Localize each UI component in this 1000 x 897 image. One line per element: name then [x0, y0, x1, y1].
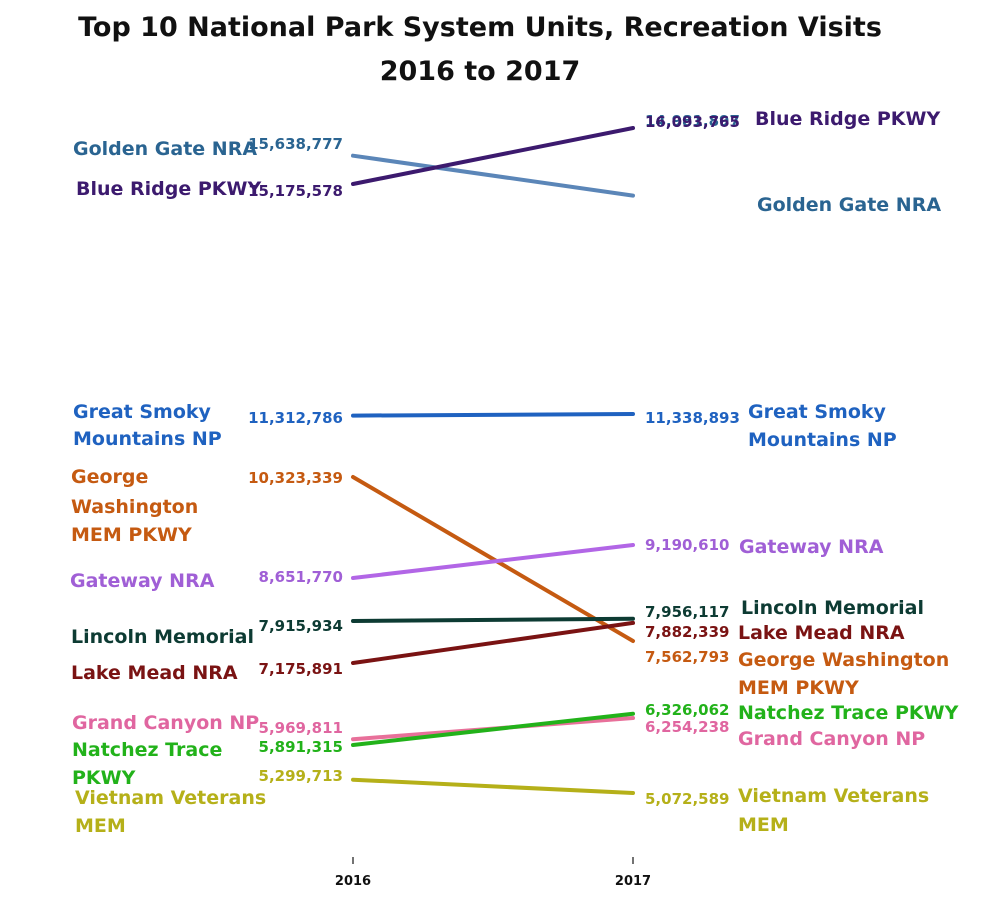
series-line-natchez-trace-pkwy: [351, 711, 635, 747]
value-label-2016-grand-canyon-np: 5,969,811: [259, 719, 343, 737]
name-label-2017-great-smoky-mountains-np-1: Mountains NP: [748, 429, 897, 451]
name-label-2017-vietnam-veterans-mem-1: MEM: [738, 814, 789, 836]
value-label-2017-blue-ridge-pkwy: 16,093,765: [645, 113, 740, 131]
name-label-2016-natchez-trace-pkwy-1: PKWY: [72, 767, 136, 789]
series-line-golden-gate-nra: [351, 153, 635, 198]
name-labels: Golden Gate NRA Golden Gate NRA Blue Ridge…: [70, 108, 959, 837]
series-line-gateway-nra: [351, 543, 635, 580]
name-label-2016-natchez-trace-pkwy-0: Natchez Trace: [72, 739, 222, 761]
chart-subtitle: 2016 to 2017: [380, 56, 581, 87]
value-label-2016-lake-mead-nra: 7,175,891: [259, 660, 343, 678]
name-label-2016-george-washington-mem-pkwy-2: MEM PKWY: [71, 524, 192, 546]
value-label-2017-great-smoky-mountains-np: 11,338,893: [645, 409, 740, 427]
value-label-2017-lincoln-memorial: 7,956,117: [645, 603, 729, 621]
name-label-2017-great-smoky-mountains-np-0: Great Smoky: [748, 401, 887, 423]
series-lines: [351, 126, 635, 795]
name-label-2016-george-washington-mem-pkwy-1: Washington: [71, 496, 198, 518]
value-label-2016-george-washington-mem-pkwy: 10,323,339: [248, 469, 343, 487]
name-label-2017-grand-canyon-np-0: Grand Canyon NP: [738, 728, 925, 750]
name-label-2017-lake-mead-nra-0: Lake Mead NRA: [738, 622, 905, 644]
name-label-2017-george-washington-mem-pkwy-0: George Washington: [738, 649, 949, 671]
series-line-lincoln-memorial: [351, 616, 635, 623]
series-line-vietnam-veterans-mem: [351, 777, 635, 795]
name-label-2016-blue-ridge-pkwy-0: Blue Ridge PKWY: [76, 178, 261, 200]
name-label-2017-gateway-nra-0: Gateway NRA: [739, 536, 884, 558]
name-label-2016-gateway-nra-0: Gateway NRA: [70, 570, 215, 592]
name-label-2016-lake-mead-nra-0: Lake Mead NRA: [71, 662, 238, 684]
name-label-2016-lincoln-memorial-0: Lincoln Memorial: [71, 626, 254, 648]
name-label-2016-great-smoky-mountains-np-0: Great Smoky: [73, 401, 212, 423]
value-label-2017-gateway-nra: 9,190,610: [645, 536, 729, 554]
value-label-2017-grand-canyon-np: 6,254,238: [645, 718, 729, 736]
series-line-lake-mead-nra: [351, 620, 635, 665]
value-label-2017-george-washington-mem-pkwy: 7,562,793: [645, 648, 729, 666]
x-tick-label-2017: 2017: [615, 874, 651, 889]
value-label-2016-gateway-nra: 8,651,770: [259, 568, 343, 586]
value-label-2017-vietnam-veterans-mem: 5,072,589: [645, 790, 729, 808]
value-label-2016-golden-gate-nra: 15,638,777: [248, 135, 343, 153]
value-label-2017-lake-mead-nra: 7,882,339: [645, 623, 729, 641]
name-label-2016-grand-canyon-np-0: Grand Canyon NP: [72, 712, 259, 734]
name-label-2017-golden-gate-nra-0: Golden Gate NRA: [757, 194, 941, 216]
name-label-2017-lincoln-memorial-0: Lincoln Memorial: [741, 597, 924, 619]
name-label-2016-great-smoky-mountains-np-1: Mountains NP: [73, 428, 222, 450]
name-label-2017-vietnam-veterans-mem-0: Vietnam Veterans: [738, 785, 929, 807]
value-label-2017-golden-gate-nra: 14,981,897: [645, 112, 740, 130]
name-label-2016-george-washington-mem-pkwy-0: George: [71, 466, 148, 488]
series-line-george-washington-mem-pkwy: [351, 475, 635, 643]
name-label-2017-george-washington-mem-pkwy-1: MEM PKWY: [738, 677, 859, 699]
value-label-2016-vietnam-veterans-mem: 5,299,713: [259, 767, 343, 785]
value-label-2016-lincoln-memorial: 7,915,934: [259, 617, 343, 635]
name-label-2016-vietnam-veterans-mem-1: MEM: [75, 815, 126, 837]
name-label-2016-golden-gate-nra-0: Golden Gate NRA: [73, 138, 257, 160]
value-label-2016-blue-ridge-pkwy: 15,175,578: [248, 182, 343, 200]
name-label-2017-natchez-trace-pkwy-0: Natchez Trace PKWY: [738, 702, 959, 724]
value-label-2016-great-smoky-mountains-np: 11,312,786: [248, 409, 343, 427]
x-tick-label-2016: 2016: [335, 874, 371, 889]
value-label-2017-natchez-trace-pkwy: 6,326,062: [645, 701, 729, 719]
name-label-2016-vietnam-veterans-mem-0: Vietnam Veterans: [75, 787, 266, 809]
series-line-blue-ridge-pkwy: [351, 126, 635, 186]
chart-title: Top 10 National Park System Units, Recre…: [78, 12, 882, 43]
series-line-great-smoky-mountains-np: [351, 412, 635, 418]
name-label-2017-blue-ridge-pkwy-0: Blue Ridge PKWY: [755, 108, 940, 130]
value-label-2016-natchez-trace-pkwy: 5,891,315: [259, 738, 343, 756]
value-labels: 15,638,777 14,981,897 15,175,578 16,093,765…: [248, 112, 740, 808]
